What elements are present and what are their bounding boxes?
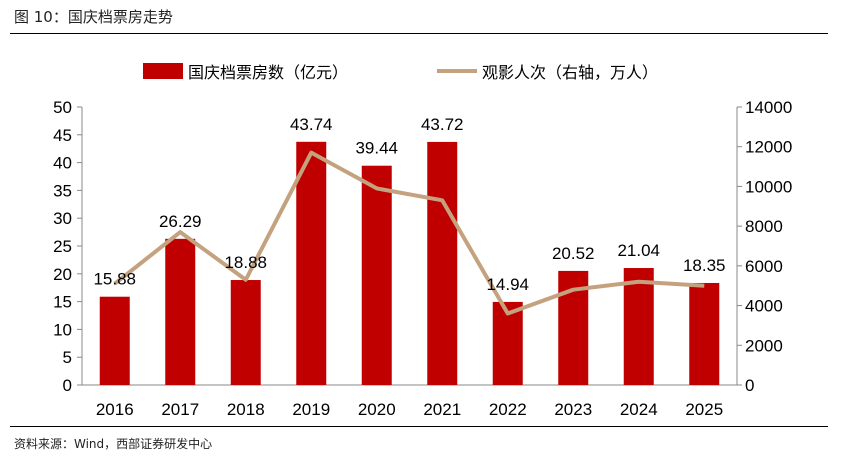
right-tick-label: 12000	[745, 138, 792, 157]
bar-2017	[165, 238, 196, 385]
attendance-line	[113, 150, 705, 316]
left-tick-label: 35	[53, 181, 72, 200]
right-tick-label: 0	[745, 376, 754, 395]
left-tick-label: 0	[63, 376, 72, 395]
bar-2025	[689, 282, 720, 385]
data-label-2023: 20.52	[552, 244, 595, 263]
left-tick-label: 45	[53, 126, 72, 145]
left-tick-label: 40	[53, 154, 72, 173]
bar-2019	[296, 141, 327, 385]
data-label-2016: 15.88	[93, 270, 136, 289]
data-label-2022: 14.94	[486, 275, 529, 294]
legend-line-label: 观影人次（右轴，万人）	[482, 63, 658, 82]
x-tick-label: 2025	[685, 400, 723, 419]
bar-2018	[230, 280, 261, 385]
x-tick-label: 2018	[227, 400, 265, 419]
data-label-2021: 43.72	[421, 115, 464, 134]
x-tick-label: 2020	[358, 400, 396, 419]
legend-bar-swatch	[143, 63, 183, 79]
left-tick-label: 30	[53, 209, 72, 228]
bar-2016	[99, 296, 130, 385]
x-tick-label: 2024	[620, 400, 658, 419]
source-note: 资料来源：Wind，西部证券研发中心	[14, 437, 213, 451]
x-tick-label: 2021	[423, 400, 461, 419]
legend-bar-label: 国庆档票房数（亿元）	[188, 63, 348, 82]
x-tick-label: 2017	[161, 400, 199, 419]
left-tick-label: 50	[53, 98, 72, 117]
x-tick-label: 2023	[554, 400, 592, 419]
data-label-2017: 26.29	[159, 212, 202, 231]
left-tick-label: 15	[53, 293, 72, 312]
data-label-2018: 18.88	[224, 253, 267, 272]
x-tick-label: 2019	[292, 400, 330, 419]
legend: 国庆档票房数（亿元） 观影人次（右轴，万人）	[143, 63, 658, 82]
left-tick-label: 5	[63, 348, 72, 367]
data-label-2019: 43.74	[290, 115, 333, 134]
left-tick-label: 25	[53, 237, 72, 256]
bar-2024	[623, 268, 654, 385]
bar-2020	[361, 165, 392, 385]
data-label-2025: 18.35	[683, 256, 726, 275]
data-label-2024: 21.04	[617, 241, 660, 260]
bottom-divider	[10, 426, 828, 427]
top-divider	[10, 33, 828, 34]
right-tick-label: 4000	[745, 297, 783, 316]
right-tick-label: 6000	[745, 257, 783, 276]
x-tick-label: 2016	[96, 400, 134, 419]
x-tick-label: 2022	[489, 400, 527, 419]
bar-2021	[427, 141, 458, 385]
left-tick-label: 20	[53, 265, 72, 284]
left-tick-label: 10	[53, 320, 72, 339]
right-tick-label: 14000	[745, 98, 792, 117]
figure-title: 图 10：国庆档票房走势	[14, 8, 173, 26]
data-label-2020: 39.44	[355, 139, 398, 158]
bar-2022	[492, 301, 523, 385]
right-tick-label: 2000	[745, 336, 783, 355]
right-tick-label: 8000	[745, 217, 783, 236]
right-tick-label: 10000	[745, 177, 792, 196]
